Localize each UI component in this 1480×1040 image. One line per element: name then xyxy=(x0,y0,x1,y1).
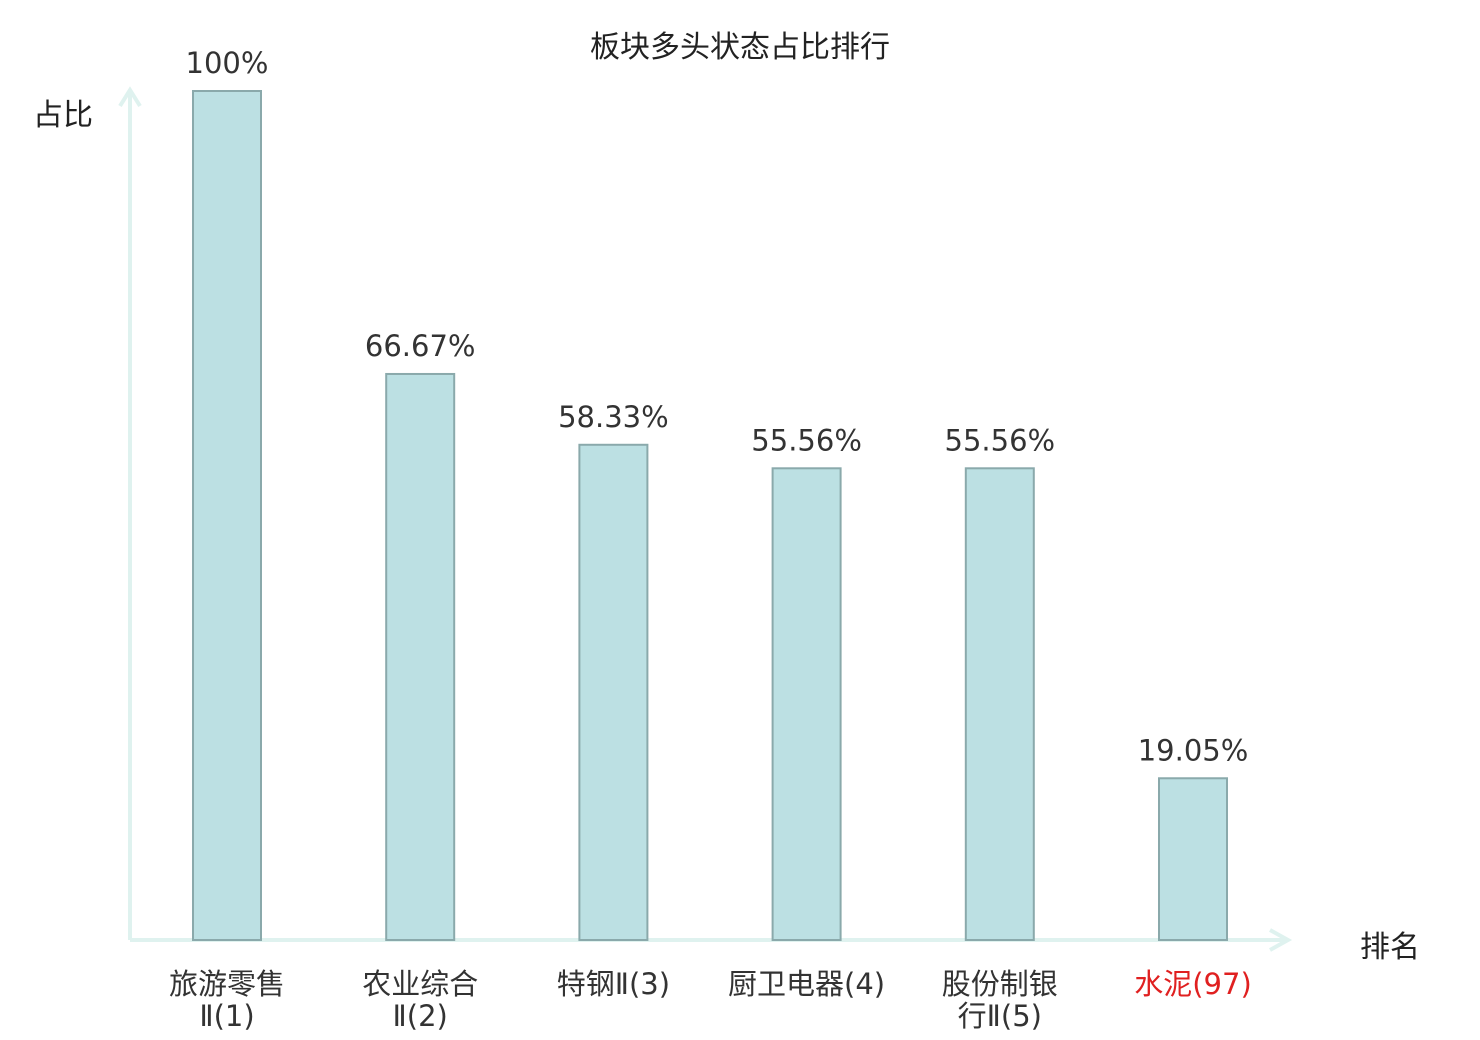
bar-5 xyxy=(964,467,1035,941)
data-label-6: 19.05% xyxy=(1138,733,1249,767)
x-tick-label-2: 农业综合 Ⅱ(2) xyxy=(362,967,478,1033)
bar-3 xyxy=(578,443,649,941)
chart-title: 板块多头状态占比排行 xyxy=(590,30,890,65)
x-tick-label-4: 厨卫电器(4) xyxy=(728,967,885,1001)
data-label-4: 55.56% xyxy=(751,423,862,457)
bar-6 xyxy=(1158,777,1228,941)
data-label-2: 66.67% xyxy=(365,329,476,363)
x-axis-arrow-icon xyxy=(1269,928,1293,952)
data-label-1: 100% xyxy=(186,46,269,80)
bar-2 xyxy=(385,372,456,942)
x-axis-label: 排名 xyxy=(1360,930,1420,965)
y-axis-arrow-icon xyxy=(118,86,142,108)
y-axis-label: 占比 xyxy=(33,98,93,133)
x-tick-label-1: 旅游零售 Ⅱ(1) xyxy=(169,967,285,1033)
bar-1 xyxy=(192,90,262,941)
bar-4 xyxy=(771,467,842,941)
data-label-3: 58.33% xyxy=(558,400,669,434)
x-tick-label-5: 股份制银行Ⅱ(5) xyxy=(942,967,1058,1033)
x-tick-label-3: 特钢Ⅱ(3) xyxy=(557,967,670,1001)
x-tick-label-6: 水泥(97) xyxy=(1134,967,1252,1001)
data-label-5: 55.56% xyxy=(945,423,1056,457)
